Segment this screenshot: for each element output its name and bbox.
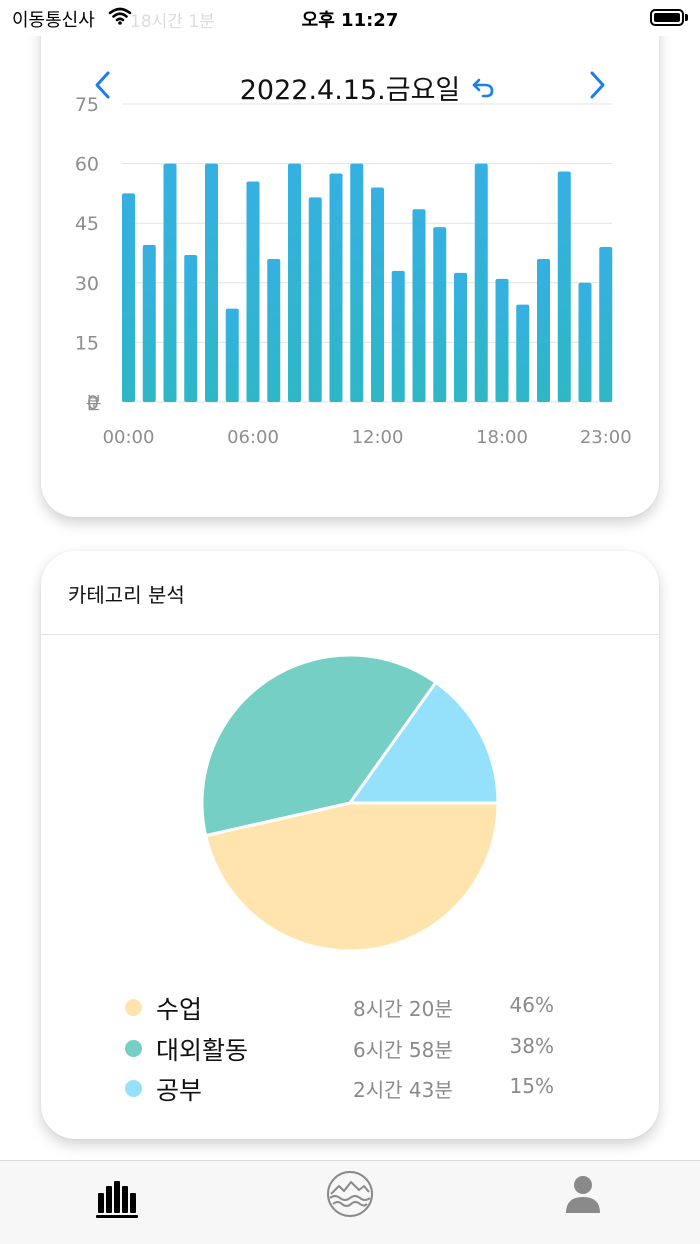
hourly-bar-chart: 0 15 30 45 60 75 분00:00 06:00 12:00 18:00 23:00 [75,94,632,448]
hourly-chart-card: 2022.4.15.금요일 0 15 30 45 60 75 분 00:00 06:00 12:0… [41,0,659,517]
hour-bar[interactable] [329,173,343,402]
x-tick-label: 23:00 [580,427,632,448]
hour-bar[interactable] [433,227,447,402]
hour-bar[interactable] [537,258,550,402]
chevron-right-icon [590,71,605,99]
hour-bar[interactable] [350,163,364,402]
hour-bar[interactable] [454,272,467,402]
prev-day-button[interactable] [93,70,113,100]
battery-icon [650,9,684,26]
status-clock: 오후 11:27 [301,10,399,31]
category-pie-chart [200,653,500,953]
legend-duration: 6시간 58분 [353,1038,453,1062]
x-tick-label: 12:00 [352,427,404,448]
x-tick-label: 00:00 [103,427,155,448]
card-divider [41,634,659,635]
wifi-icon [108,6,132,30]
legend-dot [125,1080,142,1097]
y-tick-label: 0 [87,392,99,414]
hour-bar[interactable] [205,163,218,402]
next-day-button[interactable] [587,70,607,100]
hour-bar[interactable] [371,187,384,402]
pie-slice[interactable] [348,680,500,805]
hour-bar[interactable] [474,163,488,402]
hour-bar[interactable] [184,254,198,402]
y-tick-label: 30 [75,273,99,295]
hour-bar[interactable] [557,171,571,402]
legend-row-class: 수업 8시간 20분 46% [41,987,659,1027]
carrier-name: 이동통신사 [12,10,95,31]
legend-duration: 8시간 20분 [353,997,453,1021]
legend-dot [125,1040,142,1057]
hour-bar[interactable] [578,282,592,402]
legend-percent: 15% [509,1074,554,1098]
legend-percent: 38% [509,1034,554,1058]
pie-slice[interactable] [200,653,438,838]
chevron-left-icon [95,71,110,99]
hour-bar[interactable] [225,308,239,402]
hour-bar[interactable] [412,209,426,402]
date-title: 2022.4.15.금요일 [239,75,461,106]
hour-bar[interactable] [122,193,135,402]
legend-row-activities: 대외활동 6시간 58분 38% [41,1028,659,1068]
person-icon [566,1176,600,1213]
tab-bar [0,1160,700,1244]
status-bar: 이동통신사 18시간 1분 오후 11:27 [0,0,700,36]
tab-home[interactable] [320,1169,380,1219]
x-tick-label: 18:00 [476,427,528,448]
legend-name: 대외활동 [156,1036,249,1065]
legend-name: 수업 [156,995,203,1024]
hour-bar[interactable] [142,245,156,402]
pie-slice[interactable] [204,801,500,953]
tab-profile[interactable] [553,1169,613,1219]
legend-dot [125,999,142,1016]
battery-tip [685,14,688,21]
hour-bar[interactable] [516,304,530,402]
bar-chart-icon [96,1181,138,1218]
category-analysis-card: 카테고리 분석 수업 8시간 20분 46% 대외활동 6시간 58분 38% … [41,551,659,1139]
tab-statistics[interactable] [87,1169,147,1219]
hour-bar[interactable] [391,270,405,402]
reset-date-button[interactable] [471,74,495,98]
y-tick-label: 60 [75,154,99,176]
x-tick-label: 06:00 [227,427,279,448]
y-tick-label: 15 [75,332,99,354]
date-navigator: 2022.4.15.금요일 [41,60,659,110]
hour-bar[interactable] [163,163,177,402]
legend-duration: 2시간 43분 [353,1078,453,1102]
hour-bar[interactable] [599,247,613,402]
mountain-waves-icon [327,1171,373,1217]
hour-bar[interactable] [495,278,509,402]
hour-bar[interactable] [246,181,260,402]
undo-arrow-icon [472,78,494,98]
legend-name: 공부 [156,1076,203,1105]
y-unit-label: 분 [86,394,102,414]
category-card-title: 카테고리 분석 [68,583,185,607]
hour-bar[interactable] [267,258,281,402]
hour-bar[interactable] [288,163,301,402]
legend-row-study: 공부 2시간 43분 15% [41,1068,659,1108]
y-tick-label: 75 [75,94,99,116]
y-tick-label: 45 [75,213,99,235]
hour-bar[interactable] [308,197,322,402]
legend-percent: 46% [509,993,554,1017]
faded-timer-text: 18시간 1분 [130,12,215,32]
